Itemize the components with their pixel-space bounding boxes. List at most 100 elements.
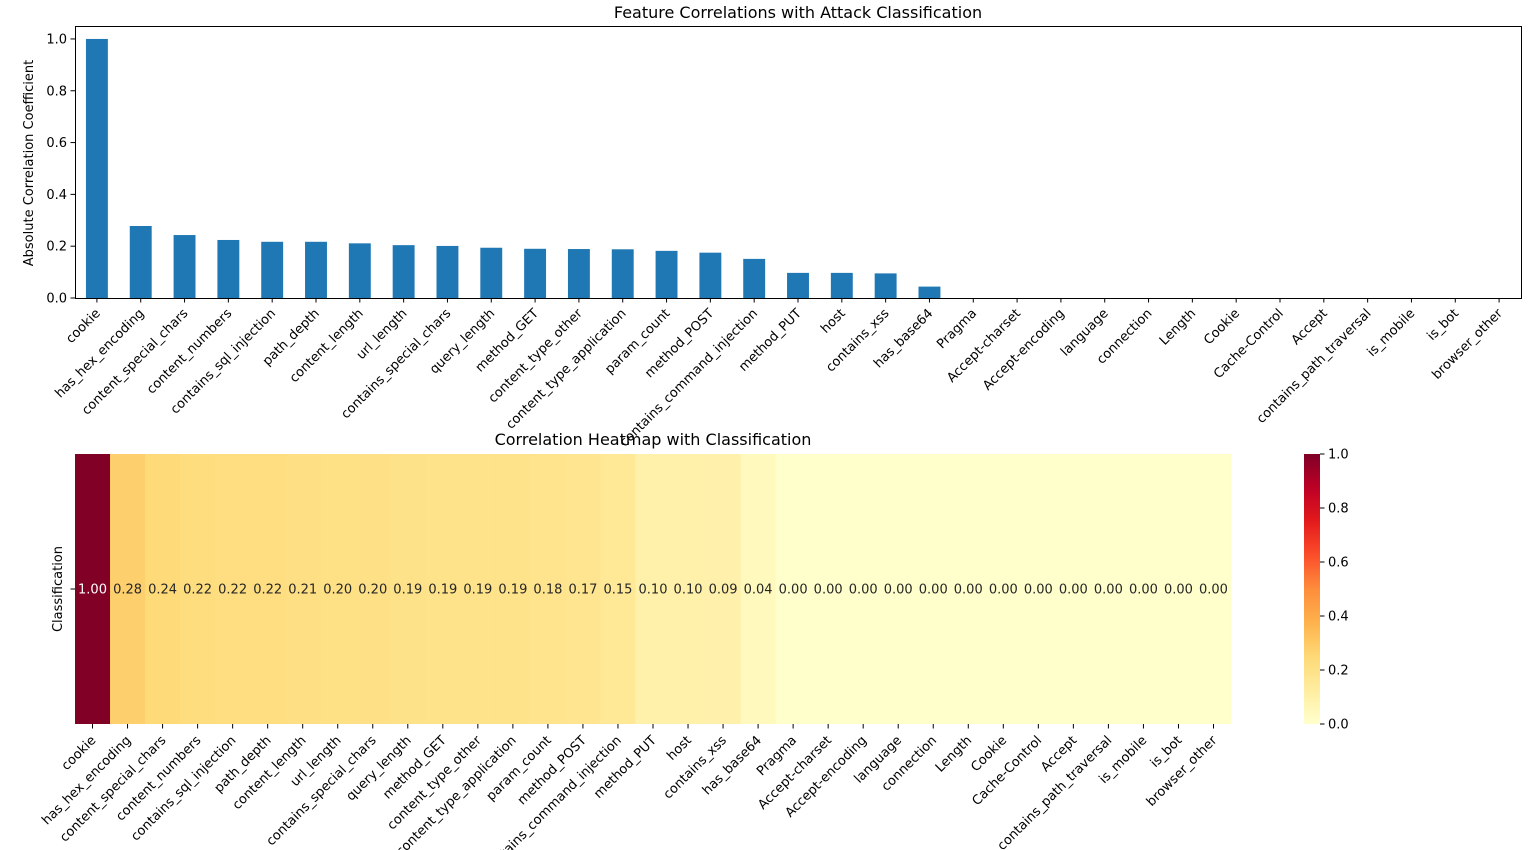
heatmap-cell-label: 0.04 [744, 583, 773, 598]
heatmap-cell-label: 0.19 [463, 583, 492, 598]
y-tick-label: 0.4 [46, 188, 67, 203]
bar-chart-title: Feature Correlations with Attack Classif… [614, 3, 982, 22]
x-tick-label: host [818, 306, 848, 336]
heatmap-cell-label: 0.00 [779, 583, 808, 598]
colorbar-tick-label: 0.0 [1328, 718, 1349, 733]
bar [129, 225, 152, 298]
heatmap-cell-label: 0.00 [1024, 583, 1053, 598]
x-tick-label: is_bot [1424, 306, 1462, 344]
bar [436, 245, 459, 298]
heatmap-cell-label: 0.20 [323, 583, 352, 598]
heatmap-cell-label: 0.00 [1094, 583, 1123, 598]
heatmap-cell-label: 0.19 [393, 583, 422, 598]
heatmap-cell [880, 454, 917, 724]
x-tick-label: Accept-encoding [980, 306, 1067, 393]
heatmap-cell-label: 0.00 [1129, 583, 1158, 598]
heatmap-cell [285, 454, 321, 724]
heatmap-cell-label: 0.24 [148, 583, 177, 598]
heatmap-cell [530, 454, 566, 724]
colorbar-gradient [1304, 454, 1320, 724]
y-tick-label: 1.0 [46, 32, 67, 47]
heatmap-cell-label: 0.10 [674, 583, 703, 598]
heatmap-cell [355, 454, 391, 724]
x-tick-label: Accept [1289, 306, 1331, 348]
bar [348, 243, 371, 298]
heatmap-cell-label: 0.10 [639, 583, 668, 598]
heatmap-cell [495, 454, 531, 724]
heatmap-cell [425, 454, 461, 724]
colorbar-tick-label: 0.8 [1328, 502, 1349, 517]
heatmap-cell-label: 0.28 [113, 583, 142, 598]
heatmap-cell [1090, 454, 1127, 724]
bar [305, 241, 327, 298]
colorbar-tick-label: 0.6 [1328, 556, 1349, 571]
heatmap-cell [145, 454, 181, 724]
heatmap-y-axis-label: Classification [51, 546, 66, 632]
heatmap-cell [1125, 454, 1162, 724]
bar [85, 38, 108, 298]
heatmap-cell [810, 454, 847, 724]
x-tick-label: cookie [63, 306, 103, 346]
heatmap-cell [1055, 454, 1092, 724]
colorbar-tick-label: 0.4 [1328, 610, 1349, 625]
heatmap-cell [110, 454, 146, 724]
heatmap-cell [1195, 454, 1232, 724]
heatmap-cell-label: 0.18 [533, 583, 562, 598]
bar [524, 248, 547, 298]
heatmap-cell-label: 0.00 [1059, 583, 1088, 598]
heatmap-cell [565, 454, 601, 724]
heatmap-cell [1160, 454, 1197, 724]
heatmap-cell [460, 454, 496, 724]
heatmap-cell [740, 454, 777, 724]
bar [480, 247, 503, 298]
heatmap-cell [915, 454, 952, 724]
y-tick-label: 0.8 [46, 84, 67, 99]
heatmap-cell-label: 0.17 [568, 583, 597, 598]
bar-chart-y-axis: 0.0 0.2 0.4 0.6 0.8 1.0 [46, 32, 75, 307]
heatmap-cell [635, 454, 672, 724]
bar [830, 272, 853, 298]
y-tick-label: 0.2 [46, 240, 67, 255]
bar [655, 250, 678, 298]
bar [567, 249, 590, 298]
heatmap-cell-label: 0.19 [428, 583, 457, 598]
heatmap-colorbar: 0.0 0.2 0.4 0.6 0.8 1.0 [1304, 448, 1349, 733]
heatmap-cell-label: 0.00 [884, 583, 913, 598]
heatmap-cell-label: 0.22 [253, 583, 282, 598]
heatmap-cell-label: 0.21 [288, 583, 317, 598]
heatmap-cell [75, 454, 111, 724]
heatmap-cell-label: 0.00 [989, 583, 1018, 598]
heatmap-cell [250, 454, 286, 724]
bar [173, 235, 196, 298]
heatmap-cell-label: 0.00 [814, 583, 843, 598]
x-tick-label: Cookie [1201, 306, 1243, 348]
heatmap-title: Correlation Heatmap with Classification [495, 430, 812, 449]
bar-chart-plot-frame [75, 26, 1522, 299]
x-tick-label: host [664, 733, 694, 763]
y-tick-label: 0.0 [46, 292, 67, 307]
bar-chart-y-axis-label: Absolute Correlation Coefficient [22, 60, 37, 266]
bar [699, 252, 722, 298]
heatmap-cell-label: 0.09 [709, 583, 738, 598]
heatmap-cell-label: 0.19 [498, 583, 527, 598]
heatmap-cell-label: 0.15 [603, 583, 632, 598]
bar [787, 272, 809, 298]
heatmap-cell [845, 454, 882, 724]
heatmap-chart: 1.00 0.28 0.24 0.22 0.22 0.22 0.21 0.20 0.20 0.19… [39, 430, 1232, 850]
heatmap-cell-label: 0.00 [1199, 583, 1228, 598]
heatmap-cell [390, 454, 426, 724]
x-tick-label: Length [1157, 306, 1199, 348]
bar [261, 241, 284, 298]
bar [874, 273, 897, 298]
heatmap-cell [180, 454, 216, 724]
bar [918, 286, 941, 298]
heatmap-cell [320, 454, 356, 724]
bar [743, 258, 766, 298]
bar-series [85, 38, 941, 298]
heatmap-cell [1020, 454, 1057, 724]
colorbar-tick-label: 0.2 [1328, 664, 1349, 679]
heatmap-cell-label: 0.22 [183, 583, 212, 598]
heatmap-cell-label: 0.22 [218, 583, 247, 598]
heatmap-cell [950, 454, 987, 724]
